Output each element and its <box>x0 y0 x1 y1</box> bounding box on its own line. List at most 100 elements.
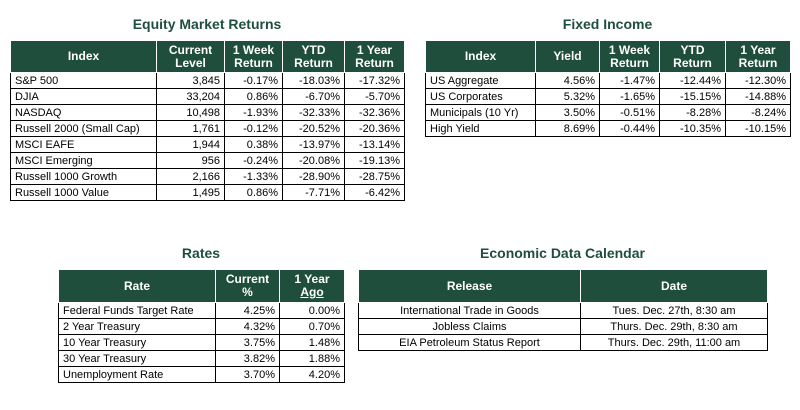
release-name: EIA Petroleum Status Report <box>358 334 581 351</box>
calendar-header-row: Release Date <box>358 269 768 303</box>
index-name: S&P 500 <box>10 72 157 89</box>
fixed-col-ytd: YTD Return <box>659 40 726 73</box>
rate-current: 3.70% <box>215 366 280 383</box>
week-return: -0.12% <box>224 120 283 137</box>
equity-col-year: 1 Year Return <box>344 40 405 73</box>
equity-section: Equity Market Returns Index Current Level… <box>10 14 405 201</box>
equity-table: Index Current Level 1 Week Return YTD Retur… <box>10 40 405 201</box>
ytd-return: -20.08% <box>282 152 345 169</box>
table-row: Unemployment Rate 3.70% 4.20% <box>58 366 345 383</box>
release-date: Thurs. Dec. 29th, 11:00 am <box>580 334 768 351</box>
rates-col-rate: Rate <box>58 269 216 303</box>
week-return: 0.86% <box>224 184 283 201</box>
rates-section: Rates Rate Current% 1 Year Ago Federal Fu… <box>58 243 345 383</box>
rate-current: 4.25% <box>215 302 280 319</box>
table-row: S&P 500 3,845 -0.17% -18.03% -17.32% <box>10 72 405 89</box>
table-row: MSCI Emerging 956 -0.24% -20.08% -19.13% <box>10 152 405 169</box>
fixed-income-header-row: Index Yield 1 Week Return YTD Return 1 Yea… <box>425 40 791 73</box>
yield: 4.56% <box>535 72 600 89</box>
index-name: NASDAQ <box>10 104 157 121</box>
year-return: -20.36% <box>344 120 405 137</box>
year-return: -13.14% <box>344 136 405 153</box>
fixed-col-week: 1 Week Return <box>599 40 660 73</box>
fixed-col-year: 1 Year Return <box>725 40 791 73</box>
equity-col-current: Current Level <box>156 40 225 73</box>
rates-col-current: Current% <box>215 269 280 303</box>
equity-col-index: Index <box>10 40 157 73</box>
index-name: Russell 2000 (Small Cap) <box>10 120 157 137</box>
table-row: 2 Year Treasury 4.32% 0.70% <box>58 318 345 335</box>
current-level: 956 <box>156 152 225 169</box>
ytd-return: -6.70% <box>282 88 345 105</box>
index-name: US Aggregate <box>425 72 536 89</box>
year-return: -6.42% <box>344 184 405 201</box>
week-return: -1.65% <box>599 88 660 105</box>
table-row: US Aggregate 4.56% -1.47% -12.44% -12.30% <box>425 72 791 89</box>
index-name: Russell 1000 Value <box>10 184 157 201</box>
table-row: Municipals (10 Yr) 3.50% -0.51% -8.28% -8.24… <box>425 104 791 121</box>
yield: 3.50% <box>535 104 600 121</box>
rate-current: 3.75% <box>215 334 280 351</box>
index-name: Russell 1000 Growth <box>10 168 157 185</box>
equity-header-row: Index Current Level 1 Week Return YTD Retur… <box>10 40 405 73</box>
table-row: 10 Year Treasury 3.75% 1.48% <box>58 334 345 351</box>
year-return: -28.75% <box>344 168 405 185</box>
release-name: Jobless Claims <box>358 318 581 335</box>
table-row: Russell 1000 Value 1,495 0.86% -7.71% -6.42% <box>10 184 405 201</box>
rate-year-ago: 1.88% <box>279 350 345 367</box>
year-return: -32.36% <box>344 104 405 121</box>
rate-name: 2 Year Treasury <box>58 318 216 335</box>
rates-table: Rate Current% 1 Year Ago Federal Funds Ta… <box>58 269 345 383</box>
ytd-return: -32.33% <box>282 104 345 121</box>
ytd-return: -10.35% <box>659 120 726 137</box>
rate-year-ago: 0.00% <box>279 302 345 319</box>
rate-name: Unemployment Rate <box>58 366 216 383</box>
fixed-income-table: Index Yield 1 Week Return YTD Return 1 Yea… <box>425 40 791 137</box>
year-return: -8.24% <box>725 104 791 121</box>
ytd-return: -20.52% <box>282 120 345 137</box>
current-level: 1,495 <box>156 184 225 201</box>
year-return: -19.13% <box>344 152 405 169</box>
year-return: -10.15% <box>725 120 791 137</box>
current-level: 33,204 <box>156 88 225 105</box>
rate-year-ago: 0.70% <box>279 318 345 335</box>
ytd-return: -28.90% <box>282 168 345 185</box>
table-row: Federal Funds Target Rate 4.25% 0.00% <box>58 302 345 319</box>
index-name: Municipals (10 Yr) <box>425 104 536 121</box>
fixed-col-yield: Yield <box>535 40 600 73</box>
index-name: High Yield <box>425 120 536 137</box>
release-date: Tues. Dec. 27th, 8:30 am <box>580 302 768 319</box>
rate-year-ago: 4.20% <box>279 366 345 383</box>
table-row: NASDAQ 10,498 -1.93% -32.33% -32.36% <box>10 104 405 121</box>
week-return: -0.24% <box>224 152 283 169</box>
week-return: -1.33% <box>224 168 283 185</box>
table-row: High Yield 8.69% -0.44% -10.35% -10.15% <box>425 120 791 137</box>
table-row: International Trade in Goods Tues. Dec. 2… <box>358 302 768 319</box>
equity-col-week: 1 Week Return <box>224 40 283 73</box>
index-name: MSCI EAFE <box>10 136 157 153</box>
current-level: 1,944 <box>156 136 225 153</box>
table-row: DJIA 33,204 0.86% -6.70% -5.70% <box>10 88 405 105</box>
week-return: 0.86% <box>224 88 283 105</box>
week-return: -1.93% <box>224 104 283 121</box>
release-date: Thurs. Dec. 29th, 8:30 am <box>580 318 768 335</box>
table-row: MSCI EAFE 1,944 0.38% -13.97% -13.14% <box>10 136 405 153</box>
yield: 5.32% <box>535 88 600 105</box>
calendar-col-date: Date <box>580 269 768 303</box>
rate-name: 10 Year Treasury <box>58 334 216 351</box>
week-return: 0.38% <box>224 136 283 153</box>
ytd-return: -18.03% <box>282 72 345 89</box>
year-return: -17.32% <box>344 72 405 89</box>
rate-current: 3.82% <box>215 350 280 367</box>
week-return: -0.17% <box>224 72 283 89</box>
ytd-return: -13.97% <box>282 136 345 153</box>
ytd-return: -7.71% <box>282 184 345 201</box>
rate-year-ago: 1.48% <box>279 334 345 351</box>
index-name: US Corporates <box>425 88 536 105</box>
year-return: -14.88% <box>725 88 791 105</box>
rate-name: Federal Funds Target Rate <box>58 302 216 319</box>
fixed-income-section: Fixed Income Index Yield 1 Week Return YT… <box>425 14 791 137</box>
rate-name: 30 Year Treasury <box>58 350 216 367</box>
fixed-col-index: Index <box>425 40 536 73</box>
rates-header-row: Rate Current% 1 Year Ago <box>58 269 345 303</box>
